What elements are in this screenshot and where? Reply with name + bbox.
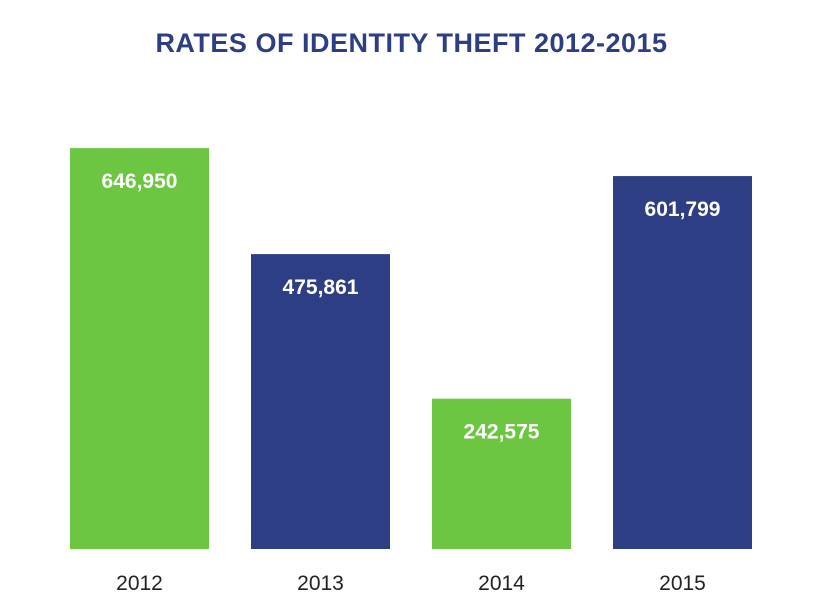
bar-2012	[70, 148, 209, 550]
x-tick-label-2015: 2015	[659, 572, 706, 595]
value-label-2013: 475,861	[283, 276, 359, 299]
bar-2014	[432, 398, 571, 549]
x-tick-label-2012: 2012	[116, 572, 163, 595]
value-label-2014: 242,575	[464, 421, 540, 444]
value-label-2015: 601,799	[645, 198, 721, 221]
value-label-2012: 646,950	[102, 170, 178, 193]
bar-2015	[613, 176, 752, 549]
chart-title: RATES OF IDENTITY THEFT 2012-2015	[155, 28, 668, 58]
bar-2013	[251, 254, 390, 549]
x-tick-label-2013: 2013	[297, 572, 344, 595]
x-tick-label-2014: 2014	[478, 572, 525, 595]
